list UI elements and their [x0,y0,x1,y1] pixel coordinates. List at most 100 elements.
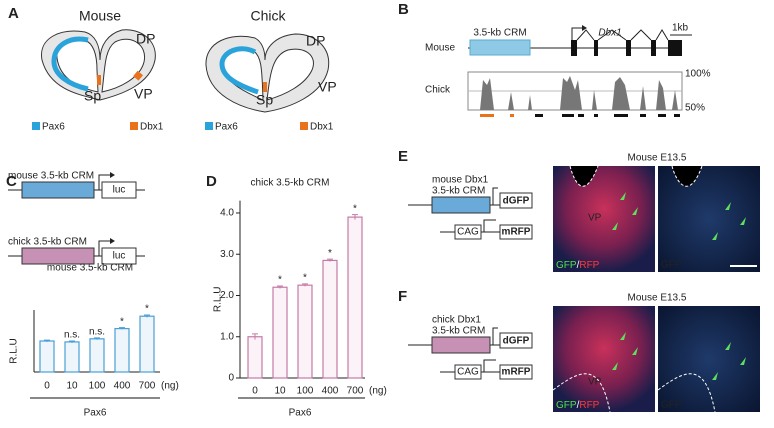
micrograph-merge [553,166,655,272]
x-tick-label: 700 [139,381,156,392]
significance-label: n.s. [64,330,80,341]
legend-label: Dbx1 [140,122,164,133]
gfp-cell [612,222,618,230]
dbx1-domain [97,75,101,85]
label: Sp [256,92,273,108]
promoter-label: CAG [457,367,479,378]
gfp-cell [620,192,626,200]
construct-label: chick Dbx1 [432,315,481,326]
construct-label: mouse 3.5-kb CRM [8,171,94,182]
label: DP [306,33,325,49]
channel-label: GFP/RFP [556,260,600,271]
construct-label: 3.5-kb CRM [432,186,485,197]
unit-label: (ng) [161,381,179,392]
exon [571,40,577,56]
y-tick-label: 4.0 [220,208,234,219]
crm-box [431,336,491,354]
bar [39,340,55,373]
x-tick-label: 0 [44,381,50,392]
significance-label: n.s. [89,327,105,338]
x-axis-label: Pax6 [289,408,312,419]
axis-label: 100% [685,69,711,80]
reporter-box [499,224,533,240]
legend-swatch [32,122,40,130]
conservation-peaks [468,76,678,110]
gfp-cell [740,217,746,225]
dbx1-domain [263,82,267,92]
legend-label: Dbx1 [310,122,334,133]
dbx1-domain [133,70,143,81]
tss-arrow [98,174,110,190]
y-axis-label: R.L.U [9,338,20,364]
reporter-label: luc [113,185,126,196]
crm-label: 3.5-kb CRM [473,28,526,39]
axis-label: 50% [685,103,705,114]
exon [626,40,631,56]
image-title: Mouse E13.5 [628,153,687,164]
channel-name: / [577,400,580,411]
scale-label: 1kb [672,23,689,34]
panel-a: A Mouse DP VP Sp Pax6 Dbx1 Chick DP VP S… [8,5,337,133]
x-tick-label: 100 [297,386,314,397]
pax6-domain [51,36,89,92]
channel-name: GFP [556,260,577,271]
reporter-label: dGFP [503,196,530,207]
gfp-cell [620,332,626,340]
tss-arrow [483,219,496,232]
significance-label: * [145,304,149,315]
crm-box [21,181,95,199]
x-tick-label: 400 [322,386,339,397]
y-axis-label: R.L.U [213,287,224,313]
conserved-block [594,114,598,117]
significance-label: * [303,273,307,284]
micrograph-gfp [658,306,760,412]
reporter-box [101,247,137,265]
panel-letter: A [8,5,19,22]
y-tick-label: 1.0 [220,331,234,342]
panel-b: B Mouse 3.5-kb CRM Dbx1 1kb Chick 100% 5… [398,1,711,117]
panel-letter: B [398,1,409,18]
diagram-title: Chick [250,8,286,24]
x-tick-label: 10 [274,386,286,397]
gfp-cell [712,232,718,240]
gfp-cell [612,362,618,370]
label: VP [318,79,337,95]
conserved-block [674,114,680,117]
error-bar [352,214,358,220]
exon [594,40,598,56]
region-label: VP [588,377,602,388]
bar [297,284,313,379]
x-tick-label: 0 [252,386,258,397]
legend-swatch [130,122,138,130]
ventricle [266,48,314,101]
error-bar [252,333,258,340]
tss-arrow [98,240,110,256]
construct-label: 3.5-kb CRM [432,326,485,337]
gfp-cell [725,202,731,210]
channel-name: RFP [579,260,599,271]
micrograph-gfp [658,166,760,272]
error-bar [94,337,100,340]
construct-label: mouse Dbx1 [432,175,489,186]
arrow-head [582,25,587,31]
conserved-block [640,114,646,117]
bar [247,336,263,379]
conserved-block [480,114,494,117]
tss-arrow [492,187,498,205]
diagram-title: Mouse [79,8,121,24]
region-label: VP [588,213,602,224]
error-bar [277,285,283,289]
gfp-cell [632,347,638,355]
significance-label: * [328,248,332,259]
row-label: Chick [425,85,451,96]
ventricle-edge [569,165,599,187]
panel-c: C mouse 3.5-kb CRM luc chick 3.5-kb CRM … [6,171,145,265]
chart-title: mouse 3.5-kb CRM [47,263,133,274]
ventricle-edge [657,373,716,413]
y-tick-label: 0 [228,373,234,384]
reporter-box [499,192,533,209]
promoter-box [454,224,482,240]
significance-label: * [278,275,282,286]
chart-title: chick 3.5-kb CRM [251,178,330,189]
